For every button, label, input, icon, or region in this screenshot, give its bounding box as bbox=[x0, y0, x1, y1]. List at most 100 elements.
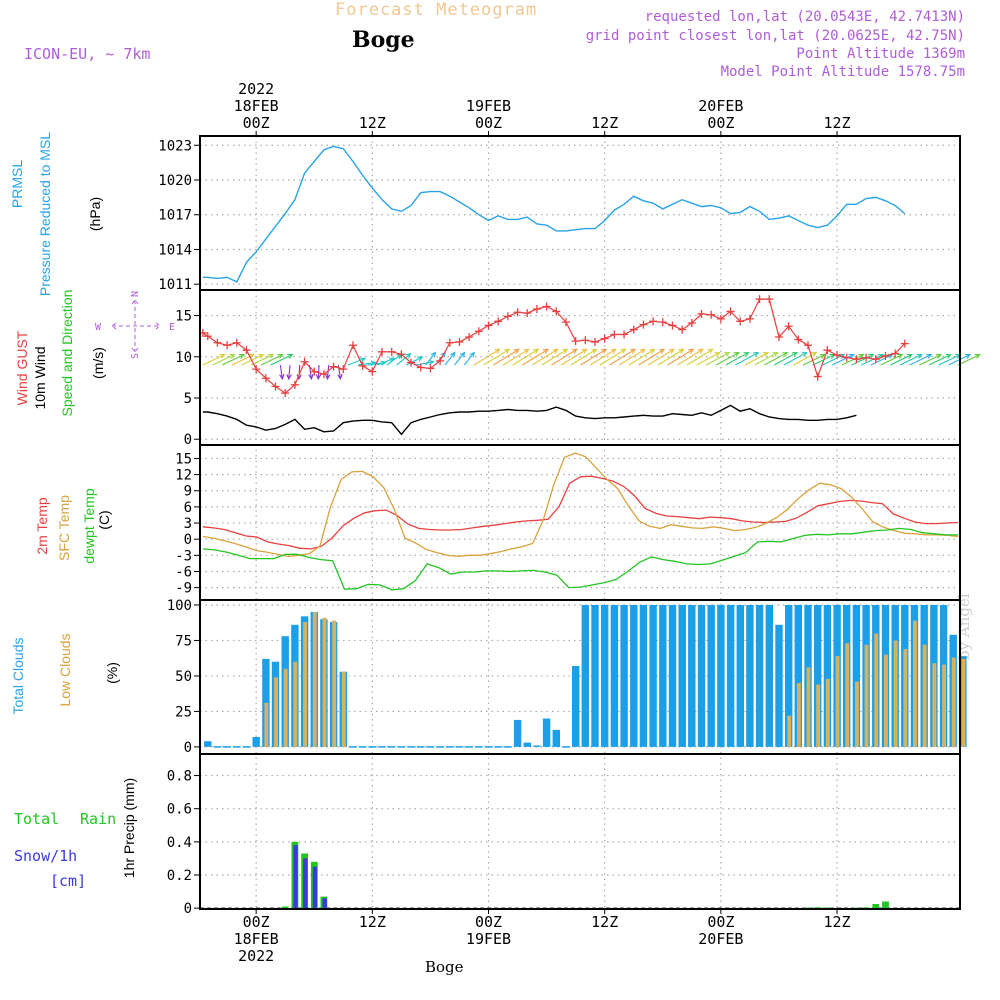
wind-arrow bbox=[425, 352, 436, 366]
gust-marker bbox=[271, 382, 280, 391]
total-cloud-bar bbox=[533, 745, 541, 747]
gust-marker bbox=[300, 357, 309, 366]
wind-arrow-head bbox=[325, 374, 331, 381]
top-time-label: 00Z bbox=[475, 114, 502, 132]
wind-arrow-head bbox=[552, 348, 559, 354]
y-tick-label: 1023 bbox=[158, 138, 192, 154]
gust-marker bbox=[290, 380, 299, 389]
low-cloud-bar bbox=[787, 715, 792, 747]
y-tick-label: 15 bbox=[175, 451, 192, 467]
gust-marker bbox=[542, 302, 551, 311]
total-cloud-bar bbox=[649, 605, 657, 747]
wind-arrow bbox=[667, 348, 694, 366]
wind-arrow bbox=[957, 354, 980, 366]
total-cloud-bar bbox=[668, 605, 677, 747]
snow-bar bbox=[303, 858, 308, 909]
low-cloud-bar bbox=[942, 664, 946, 747]
low-cloud-bar bbox=[825, 678, 830, 747]
wind-arrow-head bbox=[359, 357, 367, 363]
wind-arrow bbox=[531, 348, 558, 366]
low-cloud-bar bbox=[845, 643, 850, 747]
data-layer bbox=[199, 146, 981, 909]
wind-arrow-head bbox=[688, 348, 695, 354]
wind-arrow-head bbox=[639, 348, 646, 354]
wind-arrow-head bbox=[743, 352, 750, 357]
gust-marker bbox=[426, 364, 435, 373]
compass-n: N bbox=[130, 291, 141, 297]
wind-arrow bbox=[251, 354, 274, 366]
wind-arrow-head bbox=[469, 351, 476, 358]
wind-arrow bbox=[396, 353, 411, 366]
gust-marker bbox=[871, 355, 880, 364]
wind-arrow bbox=[851, 354, 874, 366]
wind-arrow bbox=[706, 352, 730, 366]
gust-marker bbox=[561, 318, 570, 327]
wind-arrow bbox=[298, 364, 301, 380]
compass-arrows bbox=[111, 299, 161, 353]
model-label: ICON-EU, ~ 7km bbox=[24, 45, 151, 63]
wind-arrow-head bbox=[229, 354, 236, 359]
gust-marker bbox=[900, 339, 909, 348]
y-tick-label: 0 bbox=[184, 432, 192, 448]
wind-arrow-head bbox=[494, 348, 501, 354]
wind-arrow-head bbox=[581, 348, 588, 354]
gust-marker bbox=[784, 322, 793, 331]
wind-arrow bbox=[444, 352, 456, 366]
wind-arrow-head bbox=[811, 352, 818, 357]
wind-arrow-head bbox=[533, 348, 540, 354]
gust-marker bbox=[445, 338, 454, 347]
gust-marker bbox=[668, 321, 677, 330]
y-tick-label: 12 bbox=[175, 468, 192, 484]
gust-marker bbox=[484, 321, 493, 330]
gust-marker bbox=[833, 351, 842, 360]
total-cloud-bar bbox=[707, 605, 715, 747]
grid-layer bbox=[200, 136, 960, 909]
bottom-time-label: 20FEB bbox=[698, 930, 743, 948]
gust-marker bbox=[639, 320, 648, 329]
y-tick-label: 0 bbox=[184, 901, 192, 917]
gust-marker bbox=[823, 346, 832, 355]
compass-e: E bbox=[169, 322, 175, 333]
wind-arrow bbox=[938, 354, 961, 366]
low-cloud-bar bbox=[855, 681, 859, 747]
temp2m-line bbox=[202, 475, 959, 550]
bottom-time-label: 12Z bbox=[359, 913, 386, 931]
compass-w: W bbox=[95, 322, 102, 333]
wind-arrow bbox=[463, 352, 475, 366]
total-cloud-bar bbox=[794, 605, 802, 747]
low-cloud-bar bbox=[816, 684, 821, 747]
wind-arrow bbox=[657, 348, 684, 366]
wind-arrow-head bbox=[668, 348, 675, 354]
wind-arrow-head bbox=[428, 359, 435, 366]
requested-coords: requested lon,lat (20.0543E, 42.7413N) bbox=[644, 9, 965, 25]
location-title: Boge bbox=[352, 27, 415, 53]
wind-arrow-head bbox=[315, 374, 322, 381]
y-tick-label: 1020 bbox=[158, 173, 192, 189]
y-tick-label: 100 bbox=[167, 598, 192, 614]
total-cloud-bar bbox=[755, 605, 764, 747]
y-tick-label: 0.8 bbox=[167, 769, 192, 785]
wind-arrow-head bbox=[782, 352, 789, 357]
gust-marker bbox=[407, 358, 416, 367]
wind-arrow-head bbox=[296, 374, 302, 381]
wind-arrow-head bbox=[868, 354, 875, 359]
wind-arrow bbox=[288, 364, 291, 380]
wind-arrow bbox=[793, 352, 817, 366]
low-cloud-bar bbox=[922, 644, 927, 747]
bottom-time-label: 00Z bbox=[707, 913, 734, 931]
wind-arrow-head bbox=[308, 373, 314, 381]
wind-arrow-head bbox=[906, 354, 914, 359]
wind-arrow bbox=[754, 352, 778, 366]
wind-arrow-head bbox=[926, 354, 933, 359]
wind-arrow bbox=[725, 352, 749, 366]
label-layer: 10111014101710201023051015-9-6-303691215… bbox=[95, 80, 851, 965]
gust-marker bbox=[765, 295, 774, 304]
gust-marker bbox=[242, 346, 251, 355]
gust-marker bbox=[697, 309, 706, 318]
wind-arrow bbox=[493, 348, 520, 366]
gust-marker bbox=[552, 307, 561, 316]
wind-arrow bbox=[580, 348, 607, 366]
top-time-label: 18FEB bbox=[234, 97, 279, 115]
wind-arrow bbox=[880, 354, 903, 366]
wind-arrow bbox=[783, 352, 807, 366]
